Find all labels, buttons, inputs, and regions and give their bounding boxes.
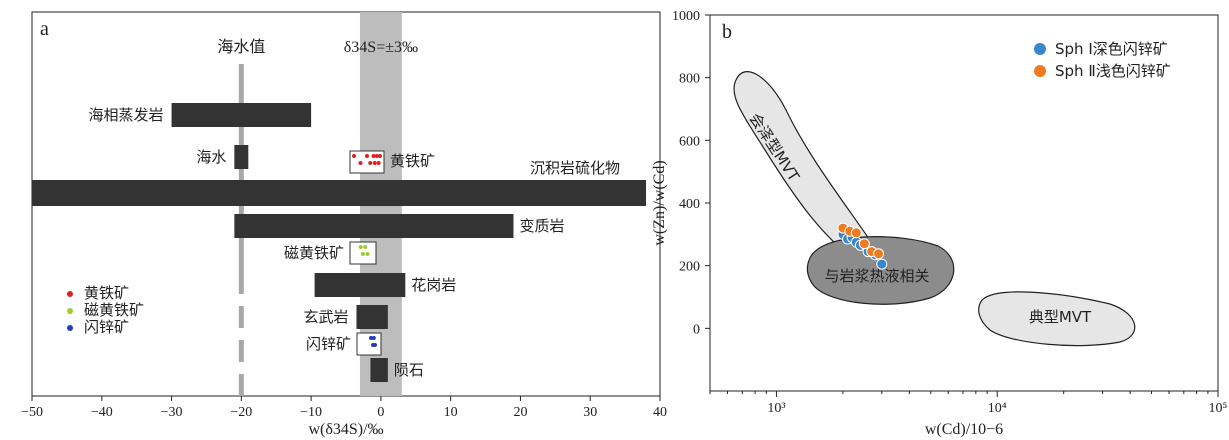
sample-point	[371, 154, 376, 158]
x-tick-label: 0	[377, 405, 384, 420]
sample-point	[372, 161, 377, 165]
range-bar	[32, 180, 647, 206]
sample-point	[371, 336, 376, 340]
sample-point	[361, 252, 365, 256]
range-bar	[314, 273, 406, 297]
range-bar-label: 沉积岩硫化物	[530, 159, 620, 177]
legend-marker	[67, 308, 73, 314]
y-tick-label: 600	[679, 134, 700, 149]
legend-label: Sph Ⅱ浅色闪锌矿	[1055, 62, 1171, 80]
data-point	[850, 227, 862, 239]
range-bar	[171, 103, 312, 127]
sample-point	[365, 252, 370, 256]
field-typical-mvt	[978, 291, 1136, 347]
legend-marker	[67, 325, 73, 331]
legend-label: 黄铁矿	[84, 284, 129, 302]
y-tick-label: 1000	[672, 9, 700, 24]
x-tick-label: 10⁵	[1209, 401, 1228, 416]
panel-a-letter: a	[40, 18, 49, 40]
x-tick-label: 20	[513, 405, 527, 420]
range-bar-label: 玄武岩	[303, 308, 348, 326]
x-tick-label: −10	[300, 405, 322, 420]
sample-point	[365, 154, 369, 158]
sample-label: 磁黄铁矿	[284, 244, 344, 262]
range-bar-label: 陨石	[394, 361, 424, 379]
panel-b-xlabel: w(Cd)/10−6	[925, 421, 1003, 438]
sample-point	[378, 154, 382, 158]
field-label: 典型MVT	[1029, 308, 1092, 326]
panel-a-xlabel: w(δ34S)/‰	[308, 421, 383, 438]
sample-point	[358, 245, 363, 249]
sample-label: 闪锌矿	[306, 335, 351, 353]
y-tick-label: 0	[693, 322, 700, 337]
legend-label: 磁黄铁矿	[84, 301, 144, 319]
y-tick-label: 200	[679, 260, 700, 275]
sample-point	[373, 343, 377, 347]
legend-label: Sph Ⅰ深色闪锌矿	[1055, 40, 1168, 58]
x-tick-label: 10	[444, 405, 458, 420]
panel-b-ylabel: w(Zn)/w(Cd)	[651, 160, 668, 245]
y-tick-label: 800	[679, 72, 700, 87]
range-bar-label: 海水	[196, 148, 226, 166]
x-tick-label: 10³	[767, 401, 785, 416]
range-bar-label: 变质岩	[519, 217, 564, 235]
legend-marker	[1034, 65, 1046, 77]
sample-point	[376, 161, 381, 165]
range-bar-label: 海相蒸发岩	[89, 106, 164, 124]
sample-point	[368, 161, 373, 165]
sample-label: 黄铁矿	[390, 152, 435, 170]
x-tick-label: 10⁴	[988, 401, 1007, 416]
sample-point	[374, 154, 379, 158]
x-tick-label: −50	[21, 405, 43, 420]
panel-b-letter: b	[722, 21, 732, 43]
x-tick-label: −20	[230, 405, 252, 420]
x-tick-label: 40	[653, 405, 667, 420]
y-tick-label: 400	[679, 197, 700, 212]
band-label: δ34S=±3‰	[344, 39, 418, 56]
legend-label: 闪锌矿	[84, 318, 129, 336]
sample-point	[369, 336, 373, 340]
x-tick-label: −30	[161, 405, 183, 420]
sample-point	[363, 245, 368, 249]
range-bar	[234, 214, 514, 238]
legend-marker	[1034, 43, 1046, 55]
legend-marker	[67, 291, 73, 297]
data-point	[858, 238, 870, 250]
range-bar	[234, 145, 249, 169]
x-tick-label: 30	[583, 405, 597, 420]
sample-box	[356, 332, 382, 356]
sample-point	[358, 161, 363, 165]
data-point	[876, 258, 888, 270]
range-bar	[370, 358, 388, 382]
range-bar-label: 花岗岩	[411, 276, 456, 294]
x-tick-label: −40	[91, 405, 113, 420]
data-point	[873, 248, 885, 260]
field-magmatic	[806, 236, 955, 305]
field-label: 与岩浆热液相关	[824, 267, 929, 285]
range-bar	[356, 305, 388, 329]
sample-point	[352, 154, 356, 158]
seawater-label: 海水值	[217, 38, 265, 56]
